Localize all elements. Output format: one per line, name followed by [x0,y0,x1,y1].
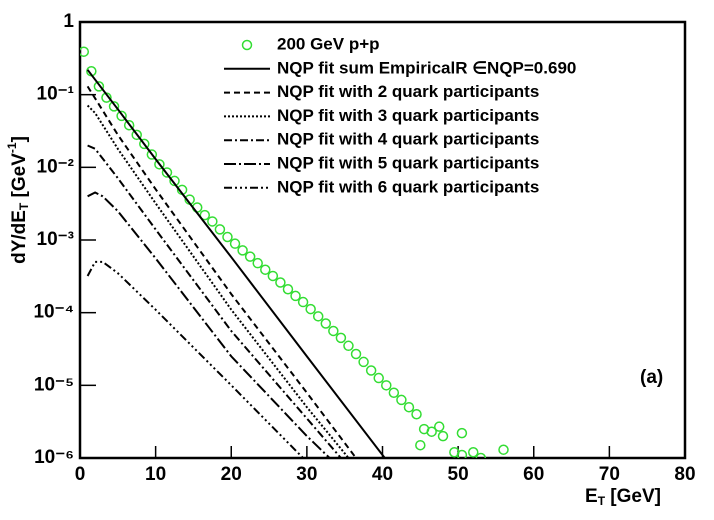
legend-label: NQP fit with 6 quark participants [277,177,539,196]
legend-label: 200 GeV p+p [277,34,380,53]
data-point [350,348,362,360]
annotation: (a) [640,367,663,388]
data-point [222,231,233,243]
data-point [305,303,316,315]
data-point [297,296,309,308]
fit-line [86,85,357,458]
fit-line [87,144,342,458]
plot-frame [78,20,687,460]
data-point [343,340,354,352]
legend-label: NQP fit with 5 quark participants [277,153,539,172]
legend-label: NQP fit with 3 quark participants [277,106,539,125]
data-point [146,149,158,160]
y-tick-label: 10⁻⁵ [34,374,74,395]
x-tick-label: 30 [296,464,317,485]
data-point [214,224,226,235]
data-point [290,290,301,302]
data-point [260,264,271,275]
data-point [437,430,449,442]
data-point [358,356,369,368]
y-axis-label: dY/dET [GeV-1] [5,136,31,264]
legend-marker [241,39,253,51]
data-point [468,446,479,458]
legend-label: NQP fit with 2 quark participants [277,82,539,101]
data-point [365,365,377,376]
data-point [93,81,105,92]
data-point [312,311,324,322]
data-point [328,325,339,337]
y-tick-label: 1 [63,11,74,32]
data-point [320,318,332,329]
data-point [335,332,347,344]
data-point [456,427,468,439]
y-label-sub: T [17,202,31,210]
data-point [108,101,120,112]
data-point [139,138,150,150]
data-point [456,449,468,458]
legend-label: NQP fit with 4 quark participants [277,130,539,149]
x-label-sub: T [598,494,606,508]
fit-line [87,191,331,458]
data-point [244,251,256,262]
data-point [498,444,509,455]
data-point [229,238,241,249]
data-point [267,270,279,282]
data-point [426,426,437,437]
data-point [131,129,142,141]
y-tick-label: 10⁻³ [37,229,75,250]
x-tick-label: 50 [448,464,469,485]
y-tick-label: 10⁻¹ [37,84,75,105]
x-label-part: [GeV] [605,486,661,507]
data-point [373,372,384,384]
x-tick-label: 20 [221,464,242,485]
x-axis-label: ET [GeV] [585,486,661,508]
data-point [411,409,422,420]
data-point [396,394,407,406]
fit-line [86,104,350,458]
data-point [154,159,165,170]
data-point [381,380,392,391]
y-tick-label: 10⁻² [37,156,75,177]
y-label-part: dY/dE [9,210,30,264]
fit-line [86,69,386,458]
data-point [169,175,180,187]
y-label-part: [GeV [9,153,30,203]
x-tick-label: 40 [372,464,393,485]
data-point [207,216,218,227]
data-point [475,452,487,458]
plot-area [80,46,509,458]
legend-label: NQP fit sum EmpiricalR ∈NQP=0.690 [277,58,576,77]
data-point [123,119,135,131]
data-point [433,421,445,432]
data-point [388,387,400,399]
data-point [116,110,127,122]
data-point [80,46,90,57]
y-label-part: ] [9,136,30,142]
x-tick-label: 80 [674,464,695,485]
y-tick-label: 10⁻⁶ [34,447,74,468]
data-point [237,245,248,256]
fit-line [86,260,304,458]
x-tick-label: 0 [75,464,86,485]
data-point [282,284,294,295]
data-point [403,401,415,413]
data-point [275,277,286,288]
y-tick-label: 10⁻⁴ [33,302,74,323]
x-label-part: E [585,486,598,507]
data-point [252,257,263,269]
x-tick-label: 60 [523,464,544,485]
x-tick-label: 70 [599,464,620,485]
data-point [415,439,426,451]
data-point [161,167,173,178]
data-point [199,209,211,221]
y-label-sup: -1 [5,142,19,153]
x-tick-label: 10 [145,464,166,485]
